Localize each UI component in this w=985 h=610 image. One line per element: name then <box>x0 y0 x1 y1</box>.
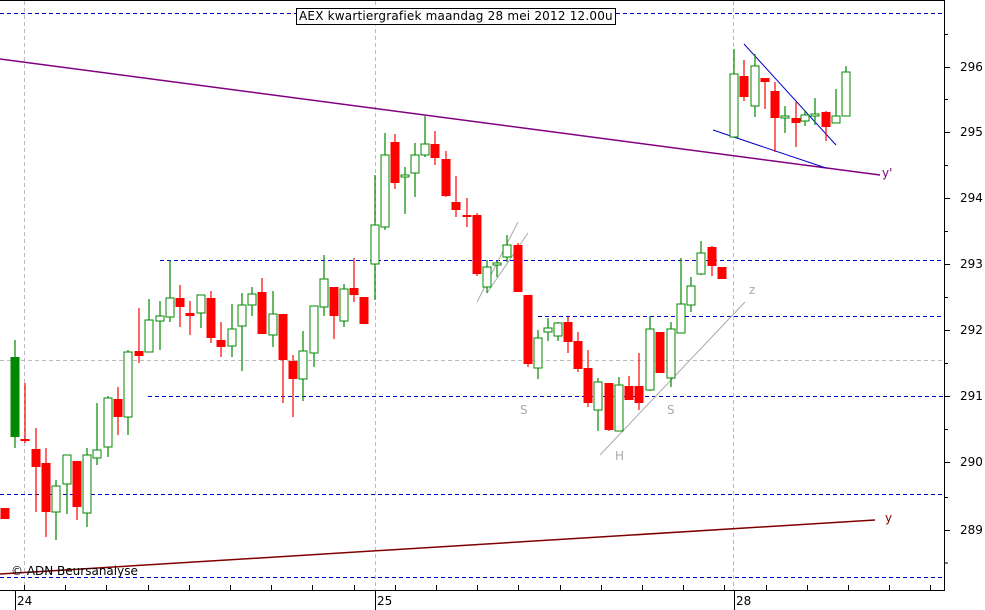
grid-lines <box>0 1 944 590</box>
y-axis-label: 289 <box>960 523 983 537</box>
annotation-y-prime: y' <box>882 166 893 180</box>
x-axis-label: 24 <box>17 594 33 608</box>
copyright-label: © ADN Beursanalyse <box>11 564 138 578</box>
annotation-z: z <box>749 283 756 297</box>
candles <box>0 49 851 540</box>
y-axis-label: 295 <box>960 125 983 139</box>
y-axis-label: 290 <box>960 455 983 469</box>
annotation-left-shoulder: S <box>520 403 528 417</box>
annotation-y: y <box>885 511 893 525</box>
support-resistance-levels <box>0 13 944 578</box>
annotation-right-shoulder: S <box>667 403 675 417</box>
annotation-head: H <box>615 449 625 463</box>
x-axis-label: 25 <box>377 594 393 608</box>
pattern-lines <box>0 43 881 575</box>
chart-title: AEX kwartiergrafiek maandag 28 mei 2012 … <box>296 8 616 25</box>
y-axis-label: 291 <box>960 389 983 403</box>
y-axis-label: 293 <box>960 257 983 271</box>
y-axis-label: 296 <box>960 60 983 74</box>
y-axis-label: 292 <box>960 323 983 337</box>
x-axis-label: 28 <box>736 594 752 608</box>
axes <box>0 0 950 610</box>
y-axis-label: 294 <box>960 191 983 205</box>
